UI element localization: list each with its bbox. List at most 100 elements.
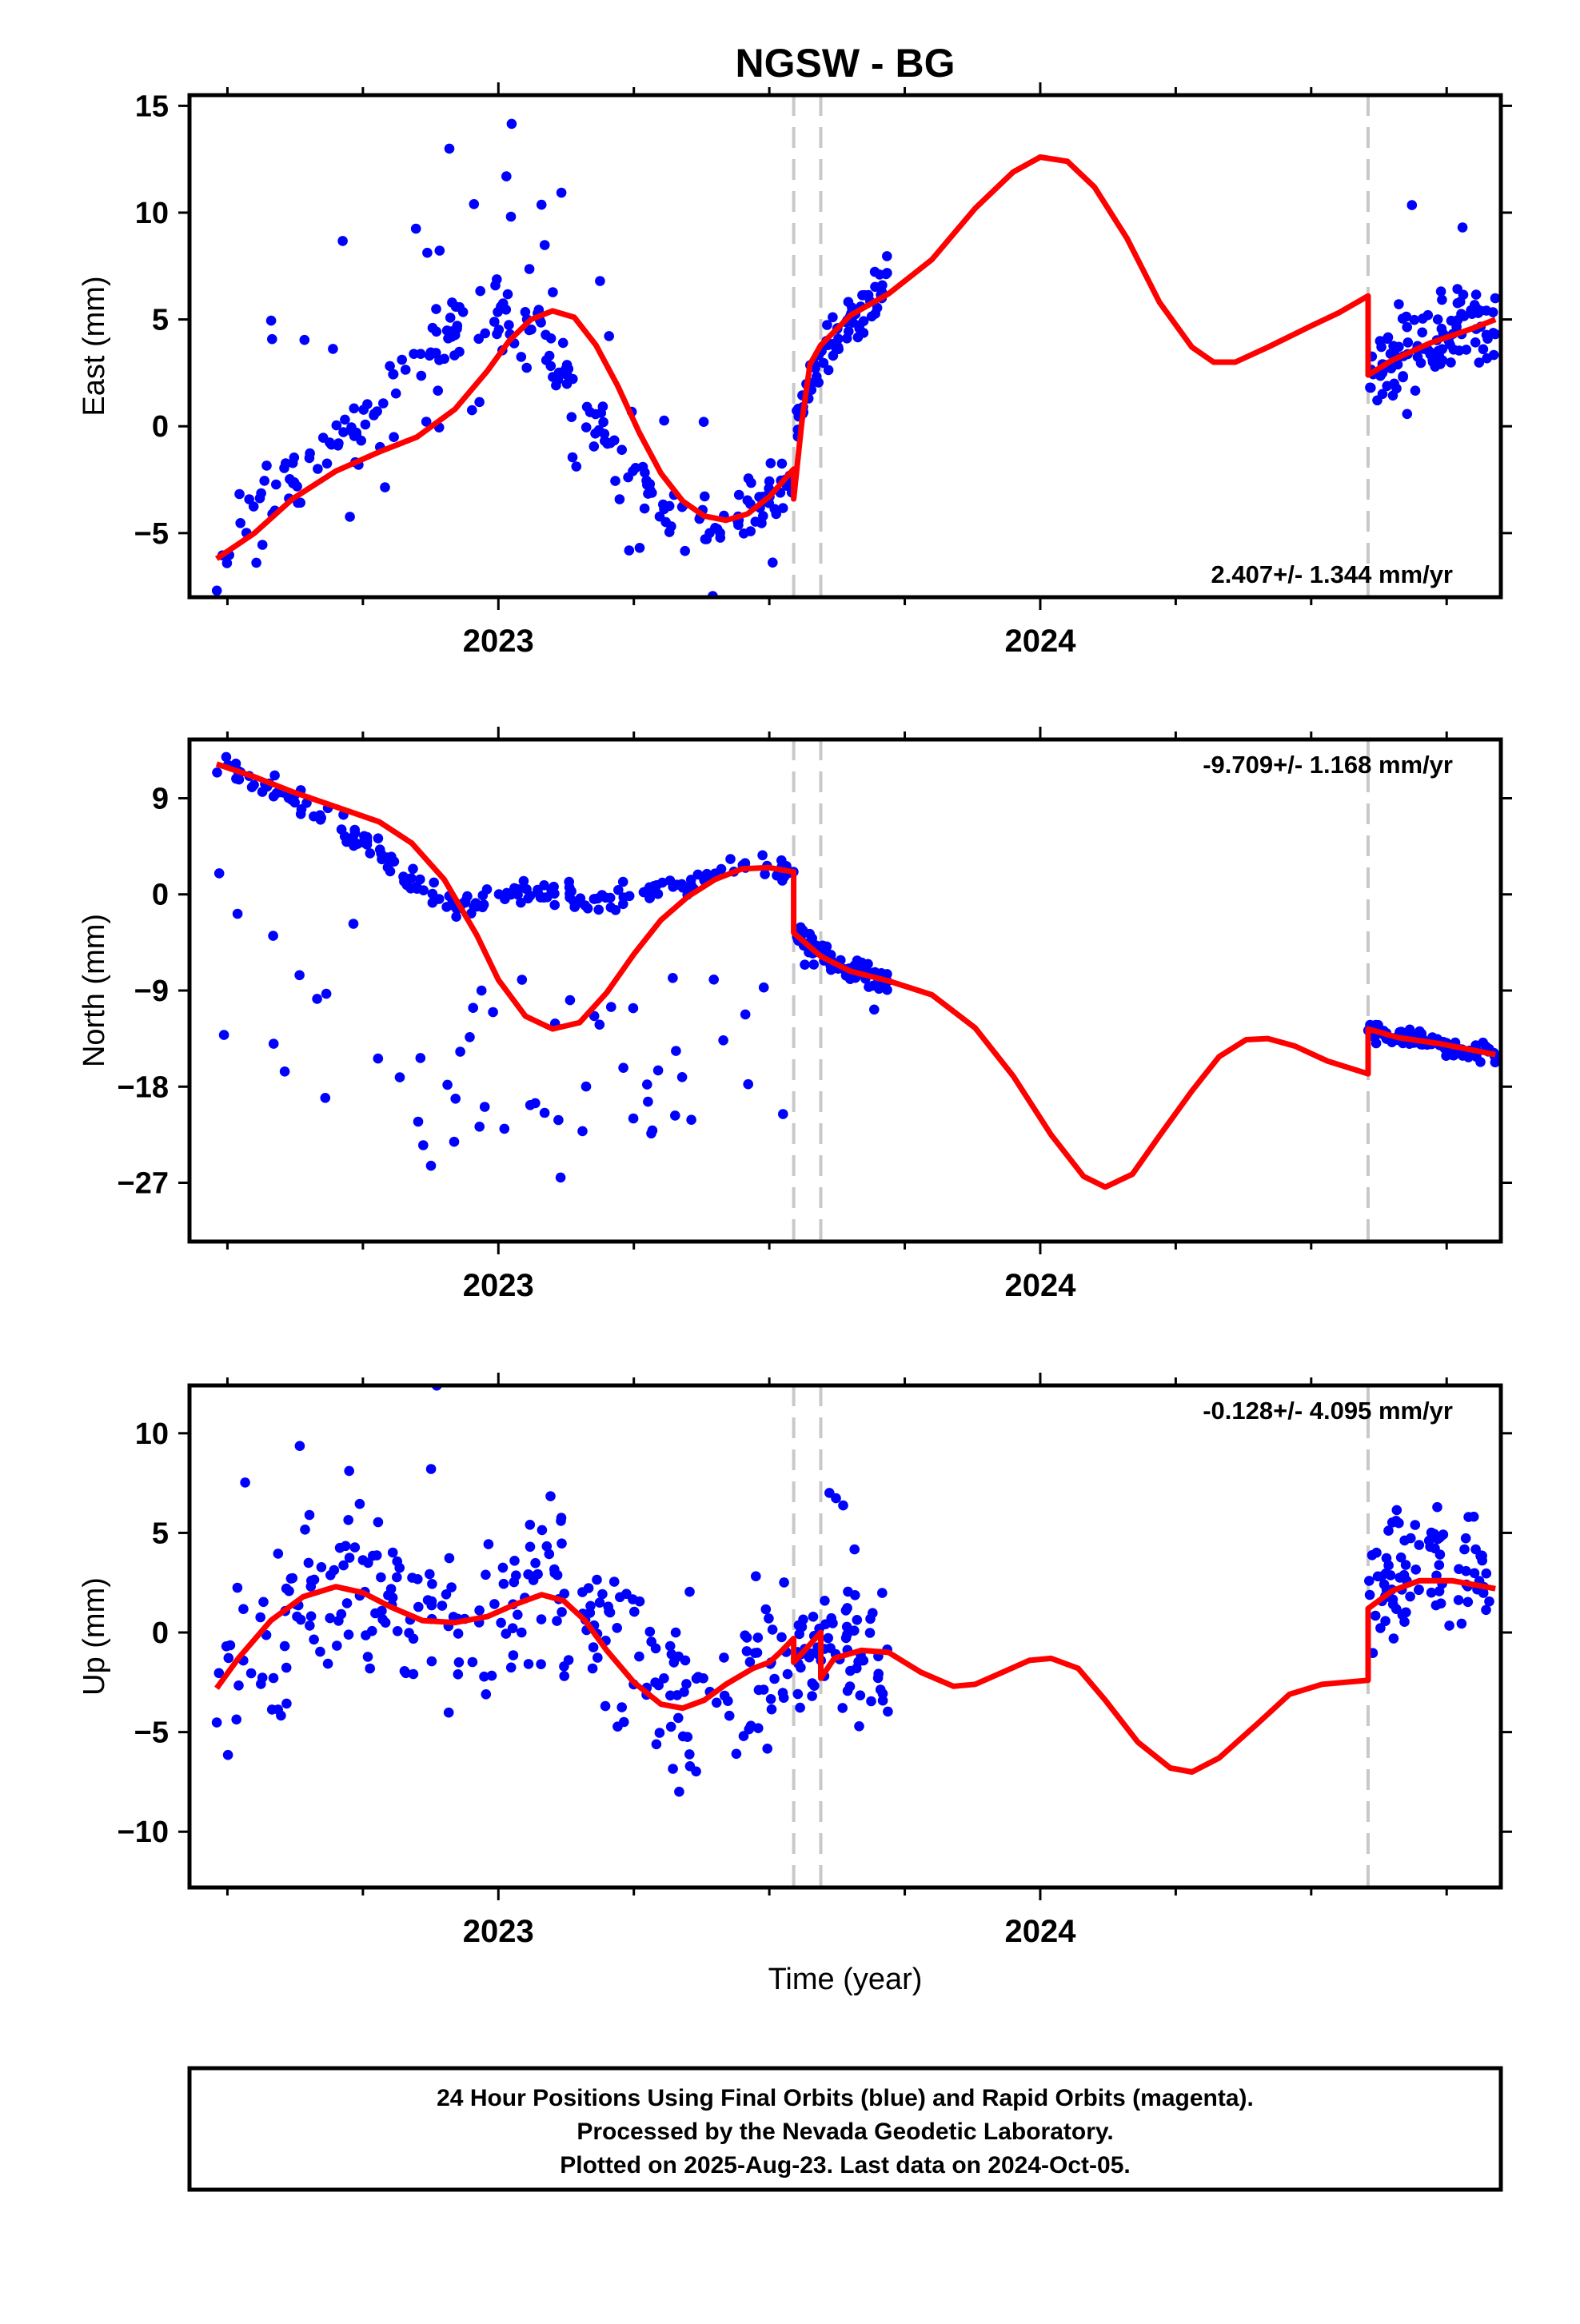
up-data-point xyxy=(285,1573,297,1584)
east-data-point xyxy=(1432,314,1443,325)
north-data-point xyxy=(450,1094,461,1104)
up-data-point xyxy=(1426,1527,1437,1538)
east-data-point xyxy=(299,334,310,345)
up-data-point xyxy=(344,1465,355,1477)
east-data-point xyxy=(1435,286,1446,297)
east-model-line xyxy=(214,154,1497,561)
east-data-point xyxy=(539,240,550,250)
east-data-point xyxy=(257,540,268,550)
up-data-point xyxy=(604,1606,614,1617)
north-data-point xyxy=(349,827,361,839)
up-data-point xyxy=(559,1589,569,1599)
up-data-point xyxy=(525,1520,536,1530)
east-data-point xyxy=(388,369,399,380)
footer-line-2: Processed by the Nevada Geodetic Laborat… xyxy=(577,2119,1113,2145)
north-data-point xyxy=(686,1114,696,1125)
north-y-tick-label: 0 xyxy=(152,879,169,912)
up-data-point xyxy=(222,1749,233,1760)
east-data-point xyxy=(502,289,513,300)
north-data-point xyxy=(613,885,624,895)
up-data-point xyxy=(749,1648,760,1658)
east-data-point xyxy=(504,320,514,330)
east-data-point xyxy=(416,370,427,381)
east-data-point xyxy=(415,349,426,360)
east-data-point xyxy=(641,475,652,486)
up-data-point xyxy=(752,1632,764,1643)
north-data-point xyxy=(517,975,528,985)
north-data-point xyxy=(565,995,576,1006)
east-data-point xyxy=(259,476,270,486)
up-data-point xyxy=(273,1549,284,1559)
east-data-point xyxy=(340,414,350,425)
up-data-point xyxy=(221,1641,232,1652)
up-data-point xyxy=(303,1557,314,1569)
up-data-point xyxy=(507,1623,518,1633)
north-data-point xyxy=(513,884,524,895)
up-data-point xyxy=(808,1612,819,1622)
up-data-point xyxy=(481,1689,492,1700)
north-data-point xyxy=(365,848,376,859)
north-y-tick-label: 9 xyxy=(152,782,169,815)
north-data-point xyxy=(1448,1050,1458,1061)
up-data-point xyxy=(753,1684,764,1696)
up-data-point xyxy=(776,1632,787,1643)
east-data-point xyxy=(1402,321,1412,333)
east-data-point xyxy=(823,365,834,376)
east-data-point xyxy=(431,304,441,314)
panel-east: 15 10 5 0 −5 2023 2024 East (mm) 2.407+/- 1.344 … xyxy=(78,82,1512,659)
up-data-point xyxy=(1414,1585,1424,1595)
up-data-point xyxy=(257,1672,268,1683)
east-data-point xyxy=(597,401,608,412)
up-data-point xyxy=(279,1640,290,1652)
up-data-point xyxy=(719,1652,729,1663)
up-data-point xyxy=(404,1628,414,1638)
north-model-line xyxy=(215,761,1496,1190)
east-data-point xyxy=(1412,352,1423,362)
up-data-point xyxy=(368,1550,378,1561)
up-data-point xyxy=(545,1491,556,1501)
up-data-point xyxy=(820,1596,830,1606)
up-data-point xyxy=(745,1720,756,1731)
up-data-point xyxy=(634,1651,644,1662)
east-data-point xyxy=(616,444,627,455)
east-data-point xyxy=(882,268,892,278)
east-data-point xyxy=(581,422,592,433)
east-data-point xyxy=(1458,311,1470,321)
up-data-point xyxy=(1380,1616,1390,1626)
east-data-point xyxy=(810,363,820,373)
north-data-point xyxy=(230,758,241,769)
east-data-point xyxy=(852,332,864,343)
north-data-point xyxy=(403,874,413,884)
up-data-point xyxy=(825,1643,836,1653)
up-data-point xyxy=(1364,1589,1375,1600)
up-y-tick-label: 5 xyxy=(152,1517,169,1550)
north-data-point xyxy=(523,893,533,904)
up-data-point xyxy=(659,1673,669,1684)
up-data-point xyxy=(453,1669,464,1680)
up-data-point xyxy=(528,1571,539,1582)
up-data-point xyxy=(762,1744,772,1754)
up-data-point xyxy=(325,1612,336,1624)
up-data-point xyxy=(541,1541,553,1552)
north-data-point xyxy=(708,975,719,985)
north-data-point xyxy=(555,1172,566,1183)
up-data-point xyxy=(864,1628,876,1638)
east-x-tick-label: 2023 xyxy=(463,624,534,659)
panel-north: 9 0 −9 −18 −27 2023 2024 North (mm) -9.709+/- 1.… xyxy=(78,727,1512,1303)
footer-frame xyxy=(187,2066,1503,2192)
north-data-point xyxy=(427,888,438,899)
east-data-point xyxy=(524,325,535,336)
north-data-point xyxy=(589,1011,600,1022)
east-data-point xyxy=(598,417,608,428)
north-data-point xyxy=(441,902,452,912)
east-data-point xyxy=(548,287,558,297)
up-data-point xyxy=(281,1662,292,1673)
east-data-point xyxy=(554,369,565,381)
up-data-point xyxy=(489,1599,500,1609)
up-data-point xyxy=(612,1721,623,1732)
north-data-point xyxy=(740,1009,751,1020)
north-data-point xyxy=(415,1053,426,1063)
east-data-point xyxy=(659,415,669,426)
east-data-point xyxy=(473,333,484,345)
north-data-point xyxy=(521,884,532,895)
